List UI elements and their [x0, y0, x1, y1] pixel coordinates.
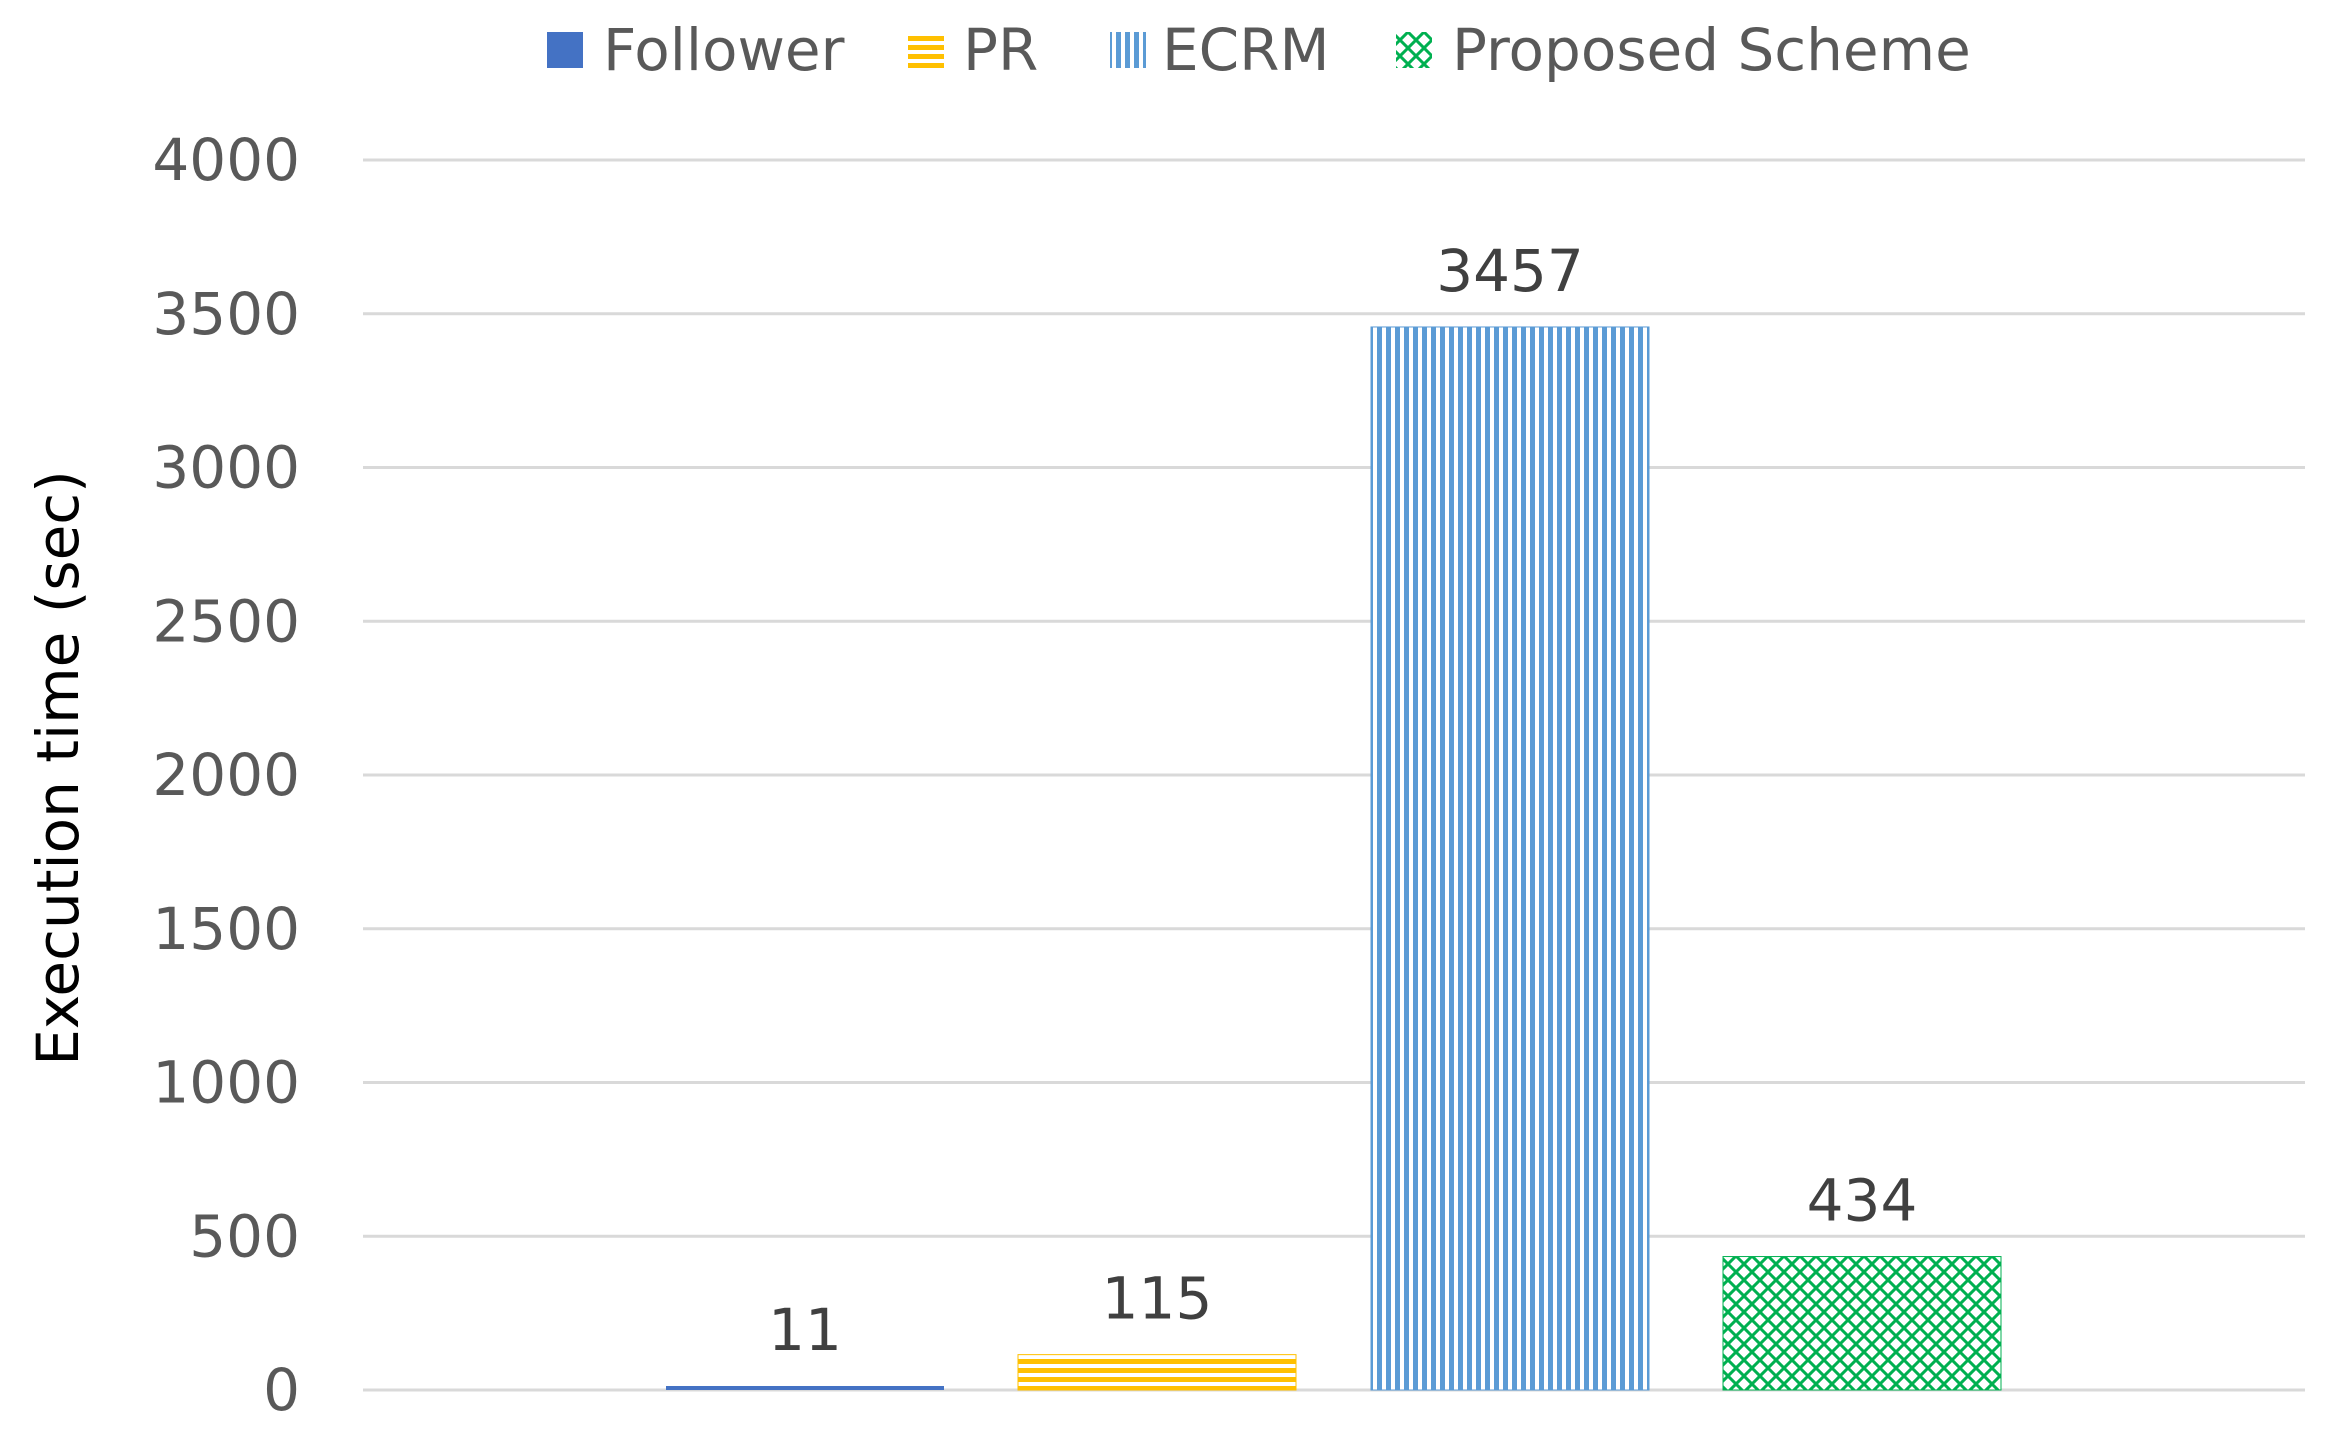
legend-item-pr: PR [908, 16, 1038, 84]
data-label-pr: 115 [1102, 1265, 1213, 1333]
bar-follower [666, 1386, 944, 1390]
legend-swatch-ecrm [1110, 32, 1146, 68]
legend: Follower PR ECRM Proposed Scheme [547, 16, 1971, 84]
y-axis-tick-labels: 0 500 1000 1500 2000 2500 3000 3500 4000 [152, 126, 300, 1424]
gridlines [363, 158, 2305, 1392]
data-label-ecrm: 3457 [1436, 237, 1584, 305]
legend-label: PR [963, 16, 1038, 84]
legend-swatch-follower [547, 32, 583, 68]
legend-swatch-pr [908, 32, 944, 68]
bars [666, 326, 2002, 1391]
y-tick-label: 2500 [152, 587, 300, 655]
y-tick-label: 1500 [152, 895, 300, 963]
legend-label: ECRM [1162, 16, 1330, 84]
y-tick-label: 2000 [152, 741, 300, 809]
y-tick-label: 1000 [152, 1049, 300, 1117]
y-tick-label: 3500 [152, 280, 300, 348]
legend-item-proposed-scheme: Proposed Scheme [1396, 16, 1971, 84]
bar-proposed-scheme [1722, 1256, 2002, 1391]
legend-item-ecrm: ECRM [1110, 16, 1330, 84]
y-tick-label: 0 [263, 1356, 300, 1424]
data-label-follower: 11 [768, 1296, 842, 1364]
y-tick-label: 3000 [152, 434, 300, 502]
legend-swatch-proposed-scheme [1396, 32, 1432, 68]
bar-ecrm [1370, 326, 1650, 1391]
bar-pr [1017, 1354, 1297, 1391]
legend-item-follower: Follower [547, 16, 845, 84]
y-tick-label: 4000 [152, 126, 300, 194]
data-labels: 11 115 3457 434 [768, 237, 1917, 1364]
legend-label: Proposed Scheme [1452, 16, 1971, 84]
y-tick-label: 500 [189, 1202, 300, 1270]
y-axis-title: Execution time (sec) [24, 470, 92, 1066]
legend-label: Follower [603, 16, 845, 84]
data-label-proposed-scheme: 434 [1807, 1167, 1918, 1235]
